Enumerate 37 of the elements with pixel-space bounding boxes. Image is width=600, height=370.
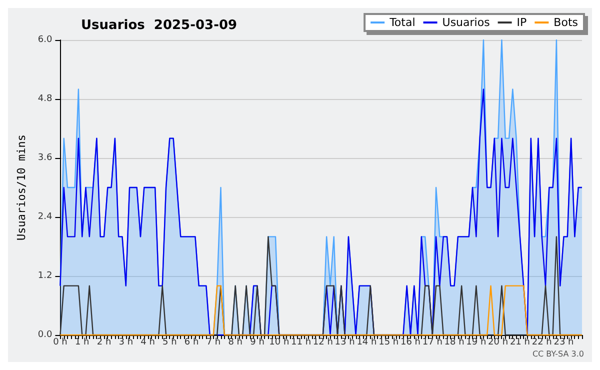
x-tick-label: 5 h [162,338,177,348]
legend-label: Usuarios [442,16,490,29]
x-tick-label: 20 h [488,338,508,348]
x-tick-label: 22 h [532,338,552,348]
x-tick-label: 7 h [206,338,221,348]
chart-title: Usuarios 2025-03-09 [81,18,238,33]
x-tick-label: 2 h [96,338,112,348]
x-tick-label: 13 h [334,338,355,348]
x-tick-label: 11 h [291,338,312,348]
y-tick-label: 0.0 [38,330,52,340]
x-tick-label: 9 h [250,338,264,348]
x-tick-label: 10 h [269,338,290,348]
y-tick-label: 2.4 [38,212,52,222]
y-tick-label: 4.8 [38,94,52,104]
legend-label: Bots [554,16,578,29]
y-axis-title: Usuarios/10 mins [15,134,28,240]
x-tick-label: 12 h [312,338,333,348]
legend-label: Total [388,16,416,29]
x-tick-label: 18 h [444,338,464,348]
x-tick-label: 6 h [184,338,199,348]
x-tick-label: 19 h [466,338,486,348]
x-tick-label: 14 h [356,338,377,348]
x-tick-label: 8 h [228,338,243,348]
x-tick-label: 16 h [400,338,421,348]
x-tick-label: 1 h [74,338,90,348]
x-tick-label: 21 h [510,338,530,348]
text: CC BY-SA 3.0 [532,350,584,358]
y-tick-label: 3.6 [38,153,52,163]
x-tick-label: 4 h [140,338,155,348]
y-tick-label: 1.2 [38,271,52,281]
x-tick-label: 23 h [554,338,574,348]
x-tick-label: 15 h [378,338,399,348]
y-tick-label: 6.0 [38,35,52,45]
legend-label: IP [516,16,528,29]
x-tick-label: 17 h [422,338,442,348]
x-tick-label: 0 h [53,338,68,348]
x-tick-label: 3 h [118,338,134,348]
